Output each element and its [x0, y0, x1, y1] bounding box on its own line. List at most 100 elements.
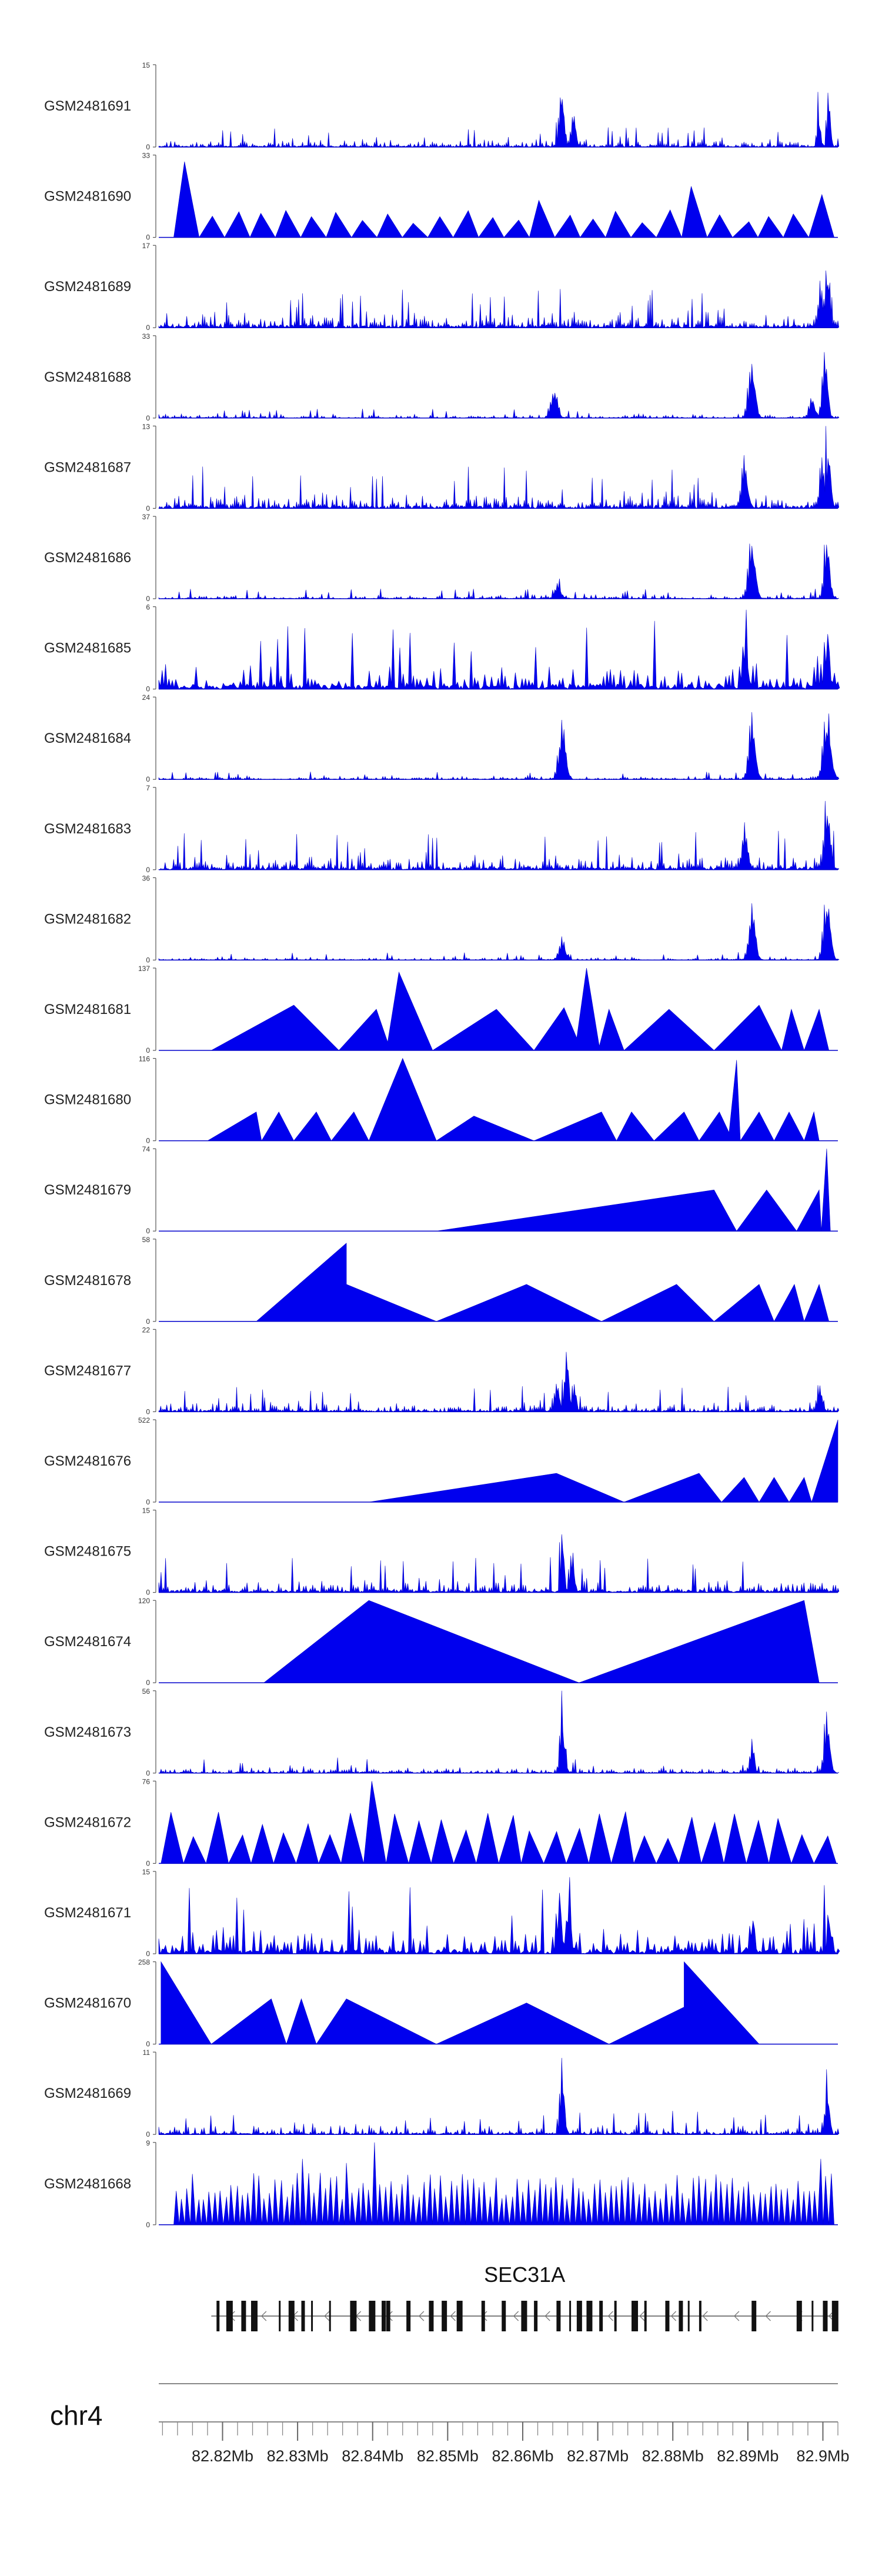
track-label: GSM2481684 — [44, 730, 131, 746]
y-axis-max-label: 6 — [146, 603, 150, 612]
strand-arrow — [544, 2311, 550, 2321]
track-GSM2481686: GSM2481686 37 0 — [44, 513, 840, 603]
coverage-area — [158, 609, 840, 690]
coverage-area — [158, 270, 840, 329]
coverage-area — [158, 903, 840, 961]
exon-block — [521, 2301, 527, 2331]
y-axis-min-label: 0 — [146, 1317, 150, 1326]
exon-block — [406, 2301, 411, 2331]
coverage-area — [158, 1877, 840, 1955]
track-label: GSM2481670 — [44, 1996, 131, 2011]
y-axis-max-label: 22 — [142, 1326, 151, 1334]
chromosome-label: chr4 — [50, 2400, 102, 2431]
track-label: GSM2481681 — [44, 1002, 131, 1017]
coverage-area — [211, 967, 830, 1051]
strand-arrow — [765, 2311, 771, 2321]
coverage-area — [158, 1690, 840, 1774]
y-axis-max-label: 56 — [142, 1687, 151, 1696]
axis-tick-label: 82.83Mb — [267, 2447, 329, 2465]
y-axis-min-label: 0 — [146, 956, 150, 964]
y-axis-max-label: 15 — [142, 1507, 151, 1515]
track-label: GSM2481688 — [44, 369, 131, 385]
track-label: GSM2481689 — [44, 279, 131, 295]
y-axis-max-label: 17 — [142, 242, 151, 250]
exon-block — [751, 2301, 757, 2331]
exon-block — [241, 2301, 246, 2331]
track-label: GSM2481672 — [44, 1814, 131, 1830]
strand-arrow — [418, 2311, 425, 2321]
y-axis-max-label: 137 — [138, 965, 150, 973]
exon-block — [250, 2301, 258, 2331]
track-GSM2481671: GSM2481671 15 0 — [44, 1868, 840, 1958]
track-label: GSM2481683 — [44, 821, 131, 837]
y-axis-max-label: 120 — [138, 1597, 150, 1605]
track-label: GSM2481690 — [44, 189, 131, 205]
y-axis-min-label: 0 — [146, 2130, 150, 2138]
coverage-area — [256, 1243, 830, 1322]
exon-block — [301, 2301, 305, 2331]
strand-arrow — [733, 2311, 740, 2321]
y-axis-min-label: 0 — [146, 1950, 150, 1958]
strand-arrow — [670, 2311, 677, 2321]
strand-arrow — [324, 2311, 330, 2321]
track-label: GSM2481680 — [44, 1092, 131, 1108]
track-label: GSM2481678 — [44, 1273, 131, 1289]
track-GSM2481668: GSM2481668 9 0 — [44, 2139, 838, 2229]
track-GSM2481678: GSM2481678 58 0 — [44, 1236, 838, 1326]
axis-tick-label: 82.82Mb — [192, 2447, 253, 2465]
exon-block — [456, 2301, 463, 2331]
y-axis-max-label: 37 — [142, 513, 151, 521]
y-axis-min-label: 0 — [146, 1769, 150, 1777]
exon-block — [811, 2301, 814, 2331]
y-axis-max-label: 522 — [138, 1416, 150, 1424]
axis-tick-label: 82.86Mb — [492, 2447, 553, 2465]
exon-block — [279, 2301, 281, 2331]
exon-block — [350, 2301, 357, 2331]
y-axis-min-label: 0 — [146, 1227, 150, 1235]
y-axis-min-label: 0 — [146, 595, 150, 603]
exon-block — [699, 2301, 701, 2331]
exon-block — [599, 2301, 603, 2331]
exon-block — [226, 2301, 233, 2331]
track-GSM2481675: GSM2481675 15 0 — [44, 1507, 840, 1597]
track-GSM2481673: GSM2481673 56 0 — [44, 1687, 840, 1777]
track-GSM2481685: GSM2481685 6 0 — [44, 603, 840, 693]
y-axis-min-label: 0 — [146, 2221, 150, 2229]
exon-block — [632, 2301, 639, 2331]
track-label: GSM2481673 — [44, 1724, 131, 1740]
track-label: GSM2481677 — [44, 1363, 131, 1379]
exon-block — [502, 2301, 506, 2331]
track-GSM2481672: GSM2481672 76 0 — [44, 1777, 838, 1867]
axis-tick-label: 82.87Mb — [567, 2447, 629, 2465]
exon-block — [534, 2301, 538, 2331]
track-label: GSM2481668 — [44, 2176, 131, 2192]
y-axis-min-label: 0 — [146, 1046, 150, 1055]
track-GSM2481670: GSM2481670 258 0 — [44, 1958, 838, 2048]
y-axis-min-label: 0 — [146, 685, 150, 693]
gene-annotation-track: SEC31A — [211, 2263, 838, 2331]
y-axis-max-label: 13 — [142, 422, 151, 431]
exon-block — [665, 2301, 670, 2331]
y-axis-min-label: 0 — [146, 143, 150, 151]
exon-block — [442, 2301, 447, 2331]
coverage-area — [369, 1419, 838, 1503]
track-label: GSM2481686 — [44, 550, 131, 566]
y-axis-max-label: 116 — [139, 1055, 150, 1063]
track-GSM2481679: GSM2481679 74 0 — [44, 1145, 838, 1235]
exon-block — [382, 2301, 386, 2331]
gene-name-label: SEC31A — [484, 2263, 565, 2287]
y-axis-max-label: 24 — [142, 693, 151, 702]
exon-block — [288, 2301, 295, 2331]
coverage-area — [158, 352, 840, 419]
coverage-area — [158, 543, 840, 600]
y-axis-max-label: 74 — [142, 1145, 151, 1153]
track-GSM2481680: GSM2481680 116 0 — [44, 1055, 838, 1145]
y-axis-min-label: 0 — [146, 2040, 150, 2048]
y-axis-max-label: 33 — [142, 152, 151, 160]
y-axis-max-label: 36 — [142, 874, 151, 882]
track-GSM2481690: GSM2481690 33 0 — [44, 152, 838, 242]
y-axis-max-label: 258 — [138, 1958, 150, 1967]
y-axis-max-label: 76 — [142, 1777, 151, 1786]
strand-arrow — [702, 2311, 708, 2321]
